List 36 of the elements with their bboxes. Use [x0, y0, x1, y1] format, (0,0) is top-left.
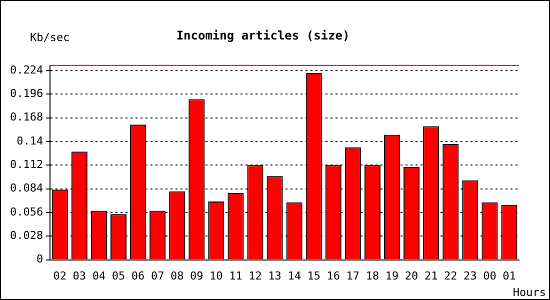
y-tick-label: 0.084 — [10, 182, 44, 195]
y-tick-label: 0.168 — [10, 110, 44, 124]
x-tick-label: 07 — [150, 269, 164, 282]
x-tick-label: 04 — [92, 269, 106, 282]
x-tick-label: 23 — [464, 269, 477, 282]
x-tick-label: 00 — [483, 269, 496, 282]
x-tick-label: 09 — [190, 269, 204, 282]
x-tick-label: 21 — [424, 269, 438, 282]
x-tick-label: 18 — [366, 269, 380, 282]
x-tick-label: 17 — [346, 269, 360, 282]
x-tick-label: 11 — [229, 269, 242, 282]
x-tick-label: 15 — [307, 269, 320, 282]
x-tick-label: 08 — [170, 269, 184, 282]
x-tick-label: 10 — [210, 269, 223, 282]
x-tick-label: 19 — [385, 269, 399, 282]
y-tick-label: 0.112 — [10, 158, 44, 171]
x-tick-label: 02 — [53, 269, 67, 282]
x-tick-label: 01 — [502, 269, 516, 282]
x-tick-label: 03 — [72, 269, 86, 282]
y-tick-label: 0.028 — [10, 228, 44, 242]
y-tick-label: 0 — [36, 252, 44, 266]
y-tick-label: 0.14 — [16, 134, 44, 148]
x-axis-title: Hours — [512, 286, 546, 299]
y-tick-label: 0.196 — [10, 86, 44, 100]
y-tick-label: 0.224 — [10, 63, 44, 76]
x-tick-label: 20 — [404, 269, 418, 282]
x-tick-label: 06 — [131, 269, 145, 282]
y-tick-label: 0.056 — [10, 205, 44, 218]
y-axis-title: Kb/sec — [30, 31, 70, 44]
x-tick-label: 13 — [268, 269, 282, 282]
x-tick-label: 22 — [444, 269, 458, 282]
chart-title: Incoming articles (size) — [176, 28, 350, 42]
x-tick-label: 16 — [326, 269, 340, 282]
x-tick-label: 05 — [112, 269, 126, 282]
x-tick-label: 14 — [288, 269, 302, 282]
x-tick-label: 12 — [248, 269, 262, 282]
